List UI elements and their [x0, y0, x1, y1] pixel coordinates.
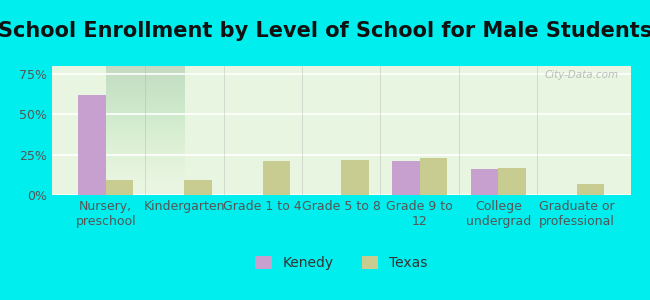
Bar — [420, 158, 447, 195]
Bar — [106, 181, 133, 195]
Bar — [392, 161, 420, 195]
Text: School Enrollment by Level of School for Male Students: School Enrollment by Level of School for… — [0, 21, 650, 41]
Bar — [577, 184, 604, 195]
Legend: Kenedy, Texas: Kenedy, Texas — [250, 251, 433, 276]
Bar — [78, 95, 106, 195]
Bar — [499, 168, 526, 195]
Bar — [184, 181, 212, 195]
Bar — [341, 160, 369, 195]
Bar — [263, 161, 291, 195]
Text: City-Data.com: City-Data.com — [545, 70, 619, 80]
Bar — [471, 169, 499, 195]
